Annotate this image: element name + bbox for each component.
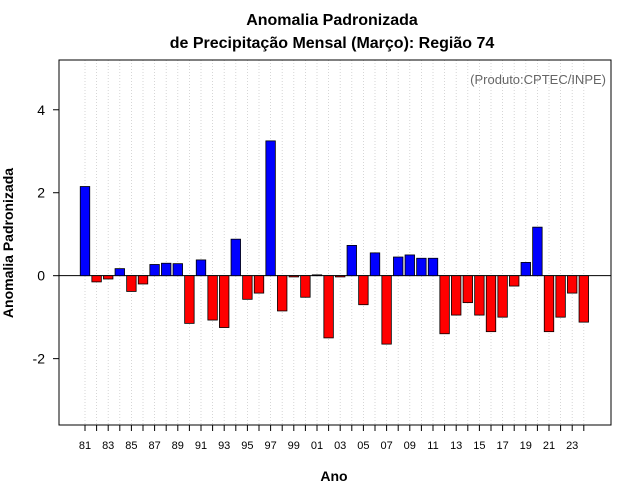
bar-94: [230, 238, 241, 277]
x-tick-label: 03: [334, 440, 346, 452]
bar-05: [358, 275, 369, 306]
bar-22: [555, 275, 566, 318]
bar-93: [219, 275, 230, 328]
x-tick-label: 87: [148, 440, 160, 452]
bar-90: [184, 275, 195, 324]
x-tick-label: 05: [357, 440, 369, 452]
bar-16: [485, 275, 497, 333]
x-tick-label: 11: [427, 440, 438, 452]
bar-11: [427, 257, 439, 277]
bar-10: [416, 257, 427, 277]
bar-96: [253, 275, 265, 294]
x-tick-label: 91: [195, 440, 207, 452]
x-axis: 81 83 85 87 89 91 93 95 97 99 01 03 05 07 09 11 13 15 17 19…: [79, 425, 585, 452]
bar-00: [300, 275, 311, 298]
x-tick-label: 23: [566, 440, 578, 452]
y-tick-label: -2: [33, 351, 46, 367]
bar-83: [103, 275, 114, 280]
bar-12: [439, 275, 450, 335]
bar-82: [91, 275, 102, 283]
bar-06: [369, 252, 381, 277]
bar-14: [462, 275, 473, 304]
bar-17: [497, 275, 508, 318]
vertical-grid: [84, 60, 585, 425]
y-axis-title: Anomalia Padronizada: [0, 168, 16, 318]
bar-81: [79, 186, 91, 277]
bar-99: [288, 275, 299, 278]
bar-84: [114, 268, 125, 277]
x-tick-label: 17: [496, 440, 508, 452]
x-tick-label: 81: [79, 440, 91, 452]
x-tick-label: 13: [450, 440, 462, 452]
y-tick-label: 0: [37, 268, 45, 284]
x-tick-label: 19: [520, 440, 532, 452]
bar-92: [207, 275, 218, 321]
bar-18: [509, 275, 520, 287]
bar-85: [126, 275, 137, 292]
y-tick-label: 2: [37, 185, 45, 201]
bar-87: [149, 264, 160, 277]
bar-91: [195, 259, 207, 277]
x-tick-label: 09: [404, 440, 416, 452]
y-tick-label: 4: [37, 102, 45, 118]
bar-88: [161, 262, 172, 277]
bar-07: [381, 275, 392, 345]
bar-24: [578, 275, 589, 323]
bar-02: [323, 275, 334, 339]
bar-03: [335, 275, 346, 278]
x-tick-label: 15: [473, 440, 485, 452]
bar-08: [393, 256, 404, 277]
bar-95: [242, 275, 253, 300]
chart-title-line2: de Precipitação Mensal (Março): Região 7…: [170, 35, 495, 52]
x-tick-label: 83: [102, 440, 114, 452]
credit-label: (Produto:CPTEC/INPE): [470, 72, 606, 87]
x-tick-label: 97: [264, 440, 276, 452]
x-tick-label: 21: [543, 440, 555, 452]
y-axis: -2 0 2 4: [33, 102, 59, 367]
x-tick-label: 89: [172, 440, 184, 452]
x-tick-label: 99: [288, 440, 300, 452]
bar-04: [346, 244, 357, 277]
bar-15: [474, 275, 485, 316]
bar-97: [265, 140, 276, 277]
x-tick-label: 93: [218, 440, 230, 452]
bar-01: [311, 274, 323, 277]
bar-20: [532, 226, 543, 277]
bar-19: [520, 262, 531, 277]
x-tick-label: 01: [311, 440, 323, 452]
bar-23: [567, 275, 578, 294]
chart-title-line1: Anomalia Padronizada: [246, 12, 418, 29]
bar-86: [137, 275, 149, 285]
bar-89: [172, 263, 183, 277]
x-tick-label: 07: [380, 440, 392, 452]
x-axis-title: Ano: [320, 468, 347, 484]
plot-frame: [58, 59, 612, 426]
x-tick-label: 85: [125, 440, 137, 452]
bar-21: [543, 275, 555, 333]
bars: [79, 140, 589, 345]
x-tick-label: 95: [241, 440, 253, 452]
bar-98: [277, 275, 288, 312]
bar-09: [404, 254, 415, 277]
bar-13: [451, 275, 462, 316]
